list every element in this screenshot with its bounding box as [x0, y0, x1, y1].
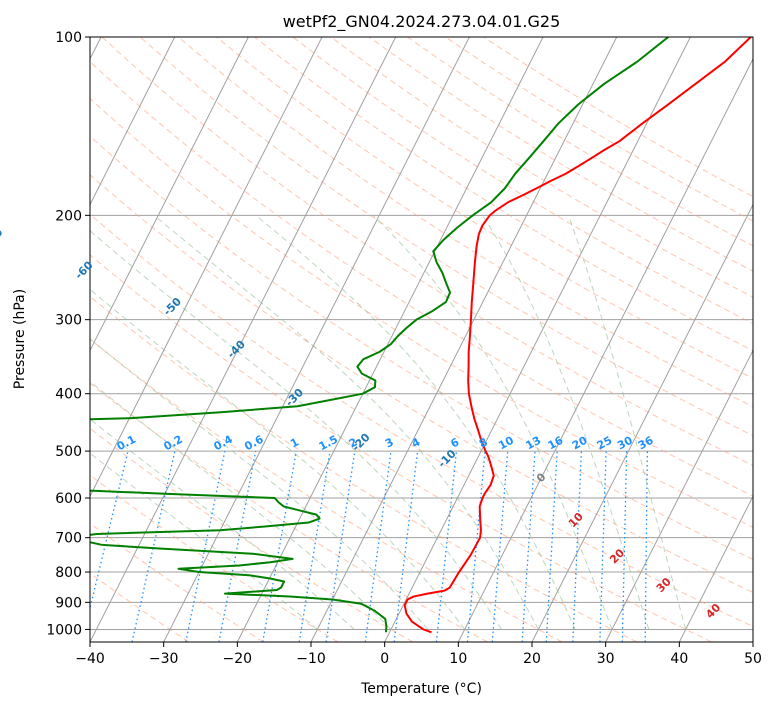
moist-adiabat-line — [90, 338, 429, 630]
dry-adiabat-line — [90, 572, 190, 642]
y-tick-label: 300 — [55, 313, 82, 329]
moist-adiabat-line — [255, 214, 576, 630]
dry-adiabat-line — [90, 135, 753, 560]
mixing-ratio-line — [491, 451, 509, 642]
x-tick-label: 40 — [670, 651, 688, 667]
isotherm-line — [678, 495, 753, 642]
mixing-ratio-label: 16 — [546, 434, 566, 453]
mixing-ratio-labels: 0.1 0.2 0.4 0.6 1 1.5 2 3 4 6 8 10 13 16 20 25 30 36 — [115, 433, 656, 454]
y-tick-label: 900 — [55, 595, 82, 611]
mixing-ratio-label: 13 — [524, 434, 544, 453]
y-tick-label: 800 — [55, 565, 82, 581]
x-tick-label: 10 — [449, 651, 467, 667]
x-tick-label: −20 — [223, 651, 253, 667]
y-tick-label: 700 — [55, 531, 82, 547]
dry-adiabat-line — [90, 474, 339, 642]
isotherm-line — [90, 37, 323, 498]
mixing-ratio-label: 30 — [615, 434, 635, 453]
mixing-ratio-label: 25 — [595, 434, 615, 453]
x-axis-label: Temperature (°C) — [360, 681, 482, 697]
moist-adiabat-line — [90, 418, 355, 630]
isotherm-line — [605, 349, 753, 642]
x-tick-label: 0 — [380, 651, 389, 667]
x-tick-label: 20 — [523, 651, 541, 667]
y-tick-label: 100 — [55, 30, 82, 46]
mixing-ratio-line — [298, 450, 331, 642]
mixing-ratio-line — [131, 450, 176, 642]
isotherm-label: -70 — [0, 226, 6, 249]
isotherm-line — [163, 37, 470, 642]
y-tick-label: 400 — [55, 387, 82, 403]
y-tick-label: 500 — [55, 444, 82, 460]
isotherm-line — [310, 37, 618, 642]
y-axis-label: Pressure (hPa) — [12, 289, 28, 389]
x-tick-label: 30 — [597, 651, 615, 667]
mixing-ratio-line — [435, 451, 458, 642]
moist-adiabat-line — [567, 215, 687, 630]
dry-adiabat-line — [292, 37, 753, 325]
dry-adiabat-line — [90, 97, 753, 528]
mixing-ratio-label: 20 — [570, 434, 590, 453]
dry-adiabat-line — [139, 37, 753, 437]
x-tick-label: 50 — [744, 651, 762, 667]
moist-adiabat-line — [90, 380, 392, 630]
mixing-ratio-label: 10 — [496, 434, 516, 453]
dry-adiabat-line — [90, 61, 753, 497]
y-axis: 1000 900 800 700 600 500 400 300 200 100 — [46, 30, 90, 638]
dry-adiabat-line — [90, 295, 638, 642]
chart-title: wetPf2_GN04.2024.273.04.01.G25 — [283, 12, 561, 32]
y-tick-label: 1000 — [46, 622, 82, 638]
mixing-ratio-line — [364, 451, 392, 642]
mixing-ratio-label: 36 — [636, 434, 656, 453]
isotherm-line — [90, 37, 249, 352]
moist-adiabat-line — [90, 452, 318, 630]
x-tick-label: −10 — [296, 651, 326, 667]
mixing-ratio-line — [572, 451, 583, 642]
moist-adiabat-line — [372, 214, 613, 630]
isotherm-line — [384, 37, 691, 642]
dry-adiabat-line — [101, 37, 753, 467]
plot-frame — [89, 36, 754, 643]
x-tick-label: −30 — [149, 651, 179, 667]
mixing-ratio-line — [621, 451, 628, 642]
dry-adiabat-line — [90, 254, 712, 642]
isotherm-line — [90, 37, 176, 206]
y-tick-label: 600 — [55, 491, 82, 507]
isotherm-line — [90, 37, 397, 642]
dry-adiabat-line — [254, 37, 753, 352]
x-axis: −40 −30 −20 −10 0 10 20 30 40 50 — [75, 642, 762, 667]
y-tick-label: 200 — [55, 208, 82, 224]
mixing-ratio-line — [262, 450, 297, 642]
isotherm-line — [236, 37, 544, 642]
plot-area — [90, 37, 753, 642]
dry-adiabat-line — [90, 174, 753, 594]
dewpoint-line — [90, 37, 669, 633]
mixing-ratio-line — [185, 450, 226, 642]
isotherm-line — [457, 57, 753, 642]
isotherm-line — [531, 203, 753, 642]
dry-adiabat-line — [90, 213, 753, 628]
moist-adiabat-line — [90, 229, 502, 630]
mixing-ratio-line — [325, 451, 356, 642]
temperature-line — [403, 37, 752, 634]
mixing-ratio-line — [644, 451, 649, 642]
mixing-ratio-line — [218, 450, 257, 642]
x-tick-label: −40 — [75, 651, 105, 667]
mixing-ratio-line — [599, 451, 607, 642]
mixing-ratio-line — [393, 451, 419, 642]
mixing-ratio-line — [545, 451, 558, 642]
mixing-ratio-line — [521, 451, 536, 642]
